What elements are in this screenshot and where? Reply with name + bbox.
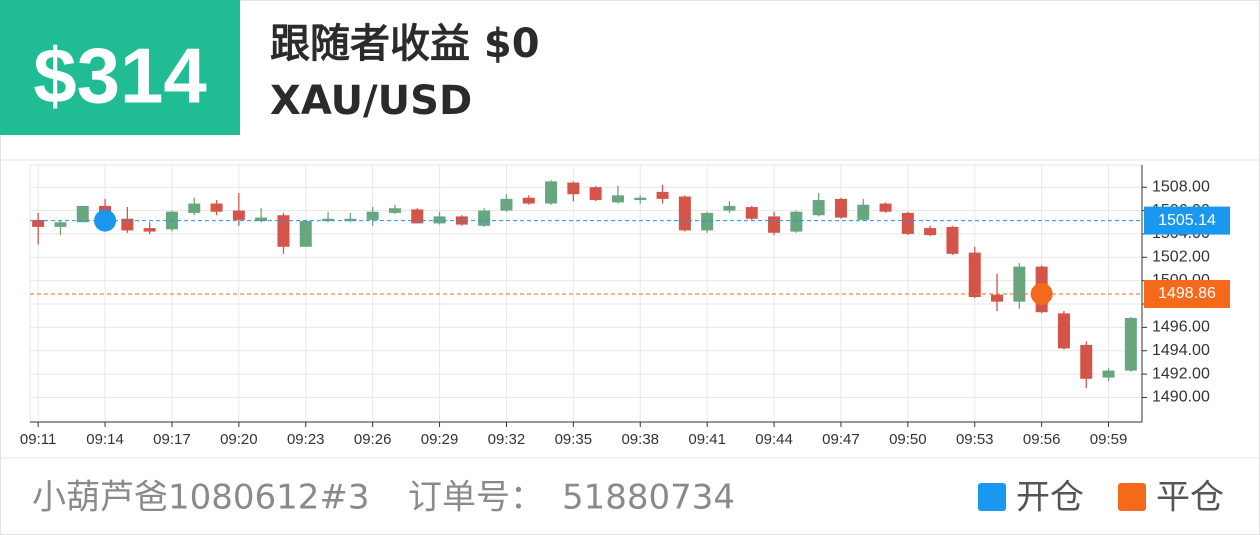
amount: $314 xyxy=(33,32,207,120)
y-tick-label: 1490.00 xyxy=(1152,389,1210,406)
candle-body xyxy=(121,218,134,231)
y-tick-label: 1494.00 xyxy=(1152,342,1210,359)
y-tick-label: 1496.00 xyxy=(1152,319,1210,336)
price-tag-label: 1498.86 xyxy=(1158,285,1216,302)
candle-body xyxy=(232,210,245,220)
candle-body xyxy=(701,212,714,231)
position-marker xyxy=(94,209,117,232)
candle-body xyxy=(32,219,45,227)
x-tick-label: 09:44 xyxy=(755,431,793,448)
candle-body xyxy=(54,222,67,227)
x-tick-label: 09:35 xyxy=(555,431,593,448)
candle-body xyxy=(99,205,112,213)
x-tick-label: 09:47 xyxy=(822,431,860,448)
order-label: 订单号： xyxy=(408,478,544,518)
candle-body xyxy=(790,211,803,232)
x-tick-label: 09:14 xyxy=(86,431,124,448)
candle-body xyxy=(924,228,937,236)
x-tick-label: 09:53 xyxy=(956,431,994,448)
legend-label: 开仓 xyxy=(1016,478,1084,518)
candle-body xyxy=(1080,344,1093,379)
price-tag xyxy=(1144,279,1230,308)
x-tick-label: 09:38 xyxy=(621,431,659,448)
candle-body xyxy=(277,215,290,247)
order-number: 51880734 xyxy=(562,478,735,518)
y-tick-label: 1508.00 xyxy=(1152,178,1210,195)
legend-swatch xyxy=(978,483,1006,511)
x-tick-label: 09:17 xyxy=(153,431,191,448)
candle-body xyxy=(723,205,736,211)
x-tick-label: 09:32 xyxy=(488,431,526,448)
candle-body xyxy=(188,203,201,213)
amount-box xyxy=(0,0,240,135)
candle-body xyxy=(857,204,870,220)
candle-body xyxy=(210,203,223,212)
legend-swatch xyxy=(1118,483,1146,511)
candle-body xyxy=(589,187,602,201)
candle-body xyxy=(901,212,914,234)
candle-body xyxy=(1013,266,1026,302)
candle-body xyxy=(522,197,535,204)
legend-label: 平仓 xyxy=(1156,478,1224,518)
candle-body xyxy=(812,200,825,216)
x-tick-label: 09:29 xyxy=(421,431,459,448)
candle-body xyxy=(478,210,491,226)
candle-body xyxy=(946,226,959,254)
price-tag xyxy=(1144,206,1230,235)
candle-body xyxy=(344,218,357,222)
x-tick-label: 09:56 xyxy=(1023,431,1061,448)
candle-body xyxy=(455,216,468,225)
x-tick-label: 09:20 xyxy=(220,431,258,448)
candle-body xyxy=(76,205,89,223)
candle-body xyxy=(611,195,624,203)
candle-body xyxy=(834,198,847,218)
y-tick-label: 1502.00 xyxy=(1152,249,1210,266)
candle-body xyxy=(991,294,1004,302)
candle-body xyxy=(255,217,268,222)
x-tick-label: 09:23 xyxy=(287,431,325,448)
candle-body xyxy=(433,216,446,224)
candle-body xyxy=(500,198,513,211)
symbol: XAU/USD xyxy=(270,78,472,124)
price-tag-label: 1505.14 xyxy=(1158,212,1216,229)
candle-body xyxy=(1057,313,1070,349)
candle-body xyxy=(1124,318,1137,371)
x-tick-label: 09:59 xyxy=(1090,431,1128,448)
candle-body xyxy=(968,252,981,298)
candle-body xyxy=(143,228,156,232)
candle-body xyxy=(322,218,335,222)
candle-body xyxy=(545,181,558,204)
candle-body xyxy=(745,207,758,219)
candle-body xyxy=(567,182,580,195)
candle-body xyxy=(411,209,424,224)
candle-body xyxy=(388,208,401,213)
x-tick-label: 09:41 xyxy=(688,431,726,448)
candle-body xyxy=(656,191,669,199)
candle-body xyxy=(299,221,312,247)
position-marker xyxy=(1030,282,1053,305)
x-tick-label: 09:50 xyxy=(889,431,927,448)
title: 跟随者收益 $0 xyxy=(270,21,540,67)
y-tick-label: 1492.00 xyxy=(1152,365,1210,382)
candle-body xyxy=(768,216,781,233)
candle-body xyxy=(1102,370,1115,378)
x-tick-label: 09:11 xyxy=(20,431,56,448)
x-tick-label: 09:26 xyxy=(354,431,392,448)
candle-body xyxy=(678,196,691,231)
candle-body xyxy=(634,197,647,201)
candle-body xyxy=(366,211,379,220)
account: 小葫芦爸1080612#3 xyxy=(32,478,370,518)
candle-body xyxy=(879,203,892,212)
